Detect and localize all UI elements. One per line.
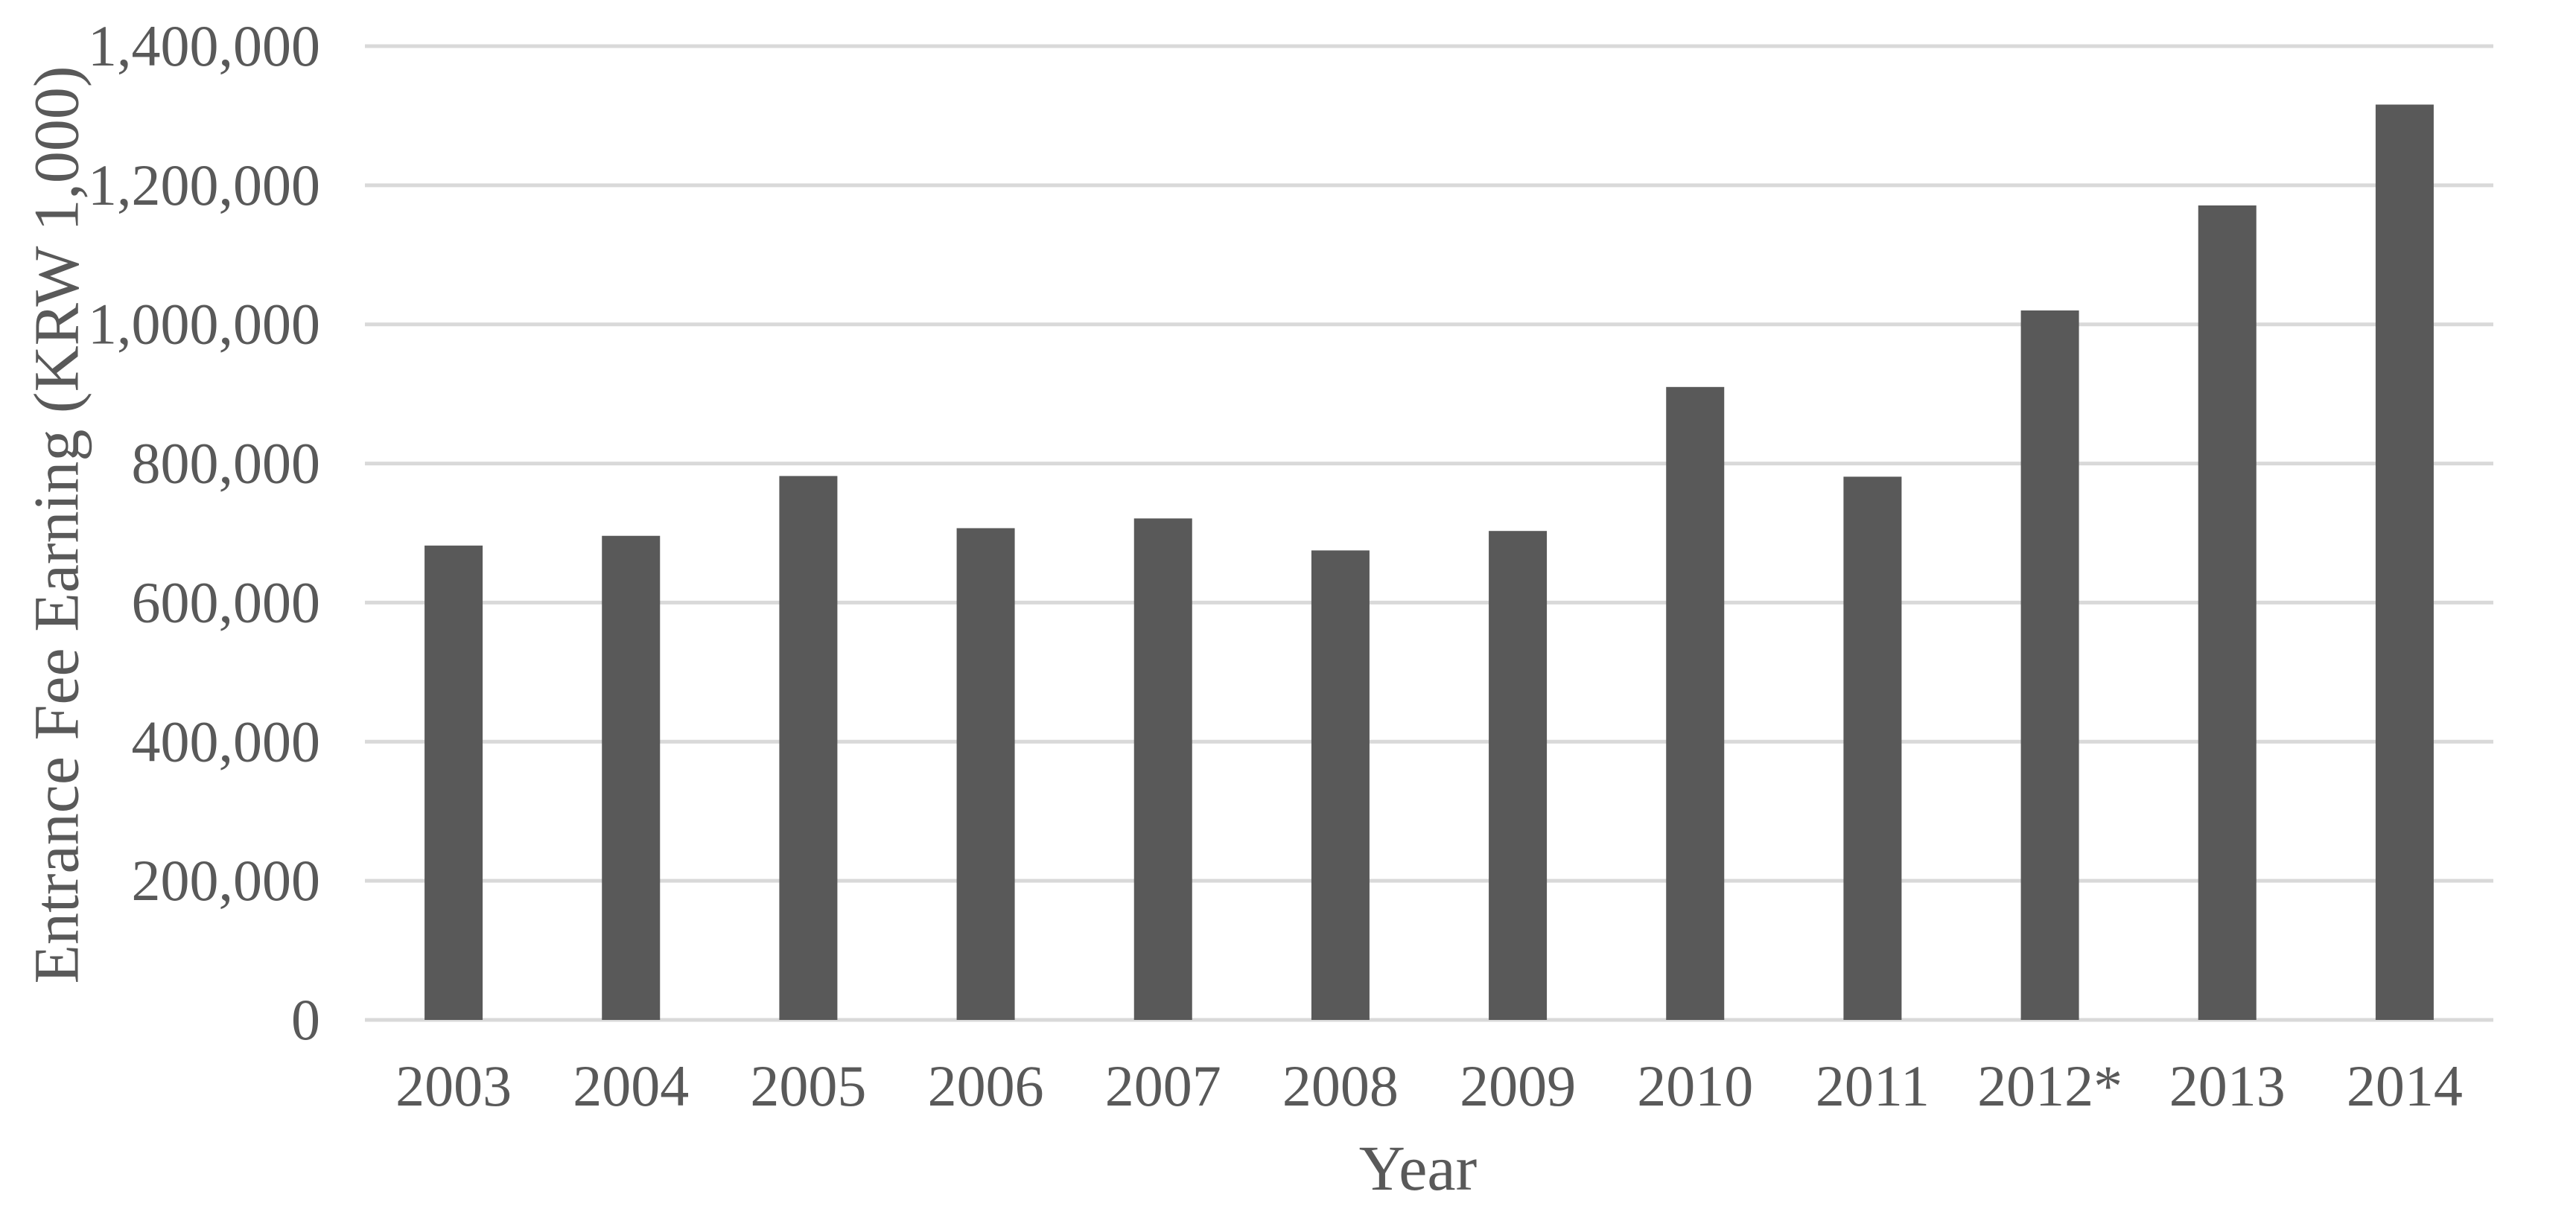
bar-2004 (602, 535, 661, 1020)
bar-2012-star (2020, 310, 2079, 1020)
y-axis-ticks: 0 200,000 400,000 600,000 800,000 1,000,000 1,… (88, 13, 320, 1052)
x-tick-label: 2010 (1637, 1053, 1753, 1118)
y-tick-label: 800,000 (132, 431, 321, 496)
y-tick-label: 1,000,000 (88, 292, 320, 357)
bars (424, 104, 2434, 1021)
x-tick-label: 2012* (1977, 1053, 2122, 1118)
x-tick-label: 2006 (928, 1053, 1044, 1118)
bar-2014 (2375, 104, 2434, 1021)
x-axis-ticks: 2003 2004 2005 2006 2007 2008 2009 2010 2011 2012… (395, 1053, 2463, 1118)
x-tick-label: 2004 (573, 1053, 689, 1118)
x-tick-label: 2007 (1105, 1053, 1221, 1118)
y-axis-title: Entrance Fee Earning (KRW 1,000) (21, 66, 92, 983)
bar-2011 (1843, 476, 1902, 1020)
y-tick-label: 1,400,000 (88, 13, 320, 78)
bar-2009 (1489, 531, 1548, 1020)
y-tick-label: 400,000 (132, 709, 321, 774)
x-axis-title: Year (1359, 1132, 1477, 1204)
bar-2005 (779, 476, 838, 1020)
x-tick-label: 2013 (2169, 1053, 2286, 1118)
bar-2007 (1133, 518, 1192, 1020)
bar-2008 (1311, 550, 1370, 1020)
bar-2006 (956, 528, 1015, 1020)
x-tick-label: 2009 (1460, 1053, 1576, 1118)
x-tick-label: 2005 (750, 1053, 866, 1118)
y-tick-label: 600,000 (132, 570, 321, 634)
x-tick-label: 2014 (2347, 1053, 2463, 1118)
x-tick-label: 2003 (395, 1053, 512, 1118)
bar-2010 (1666, 386, 1725, 1020)
x-tick-label: 2008 (1282, 1053, 1399, 1118)
y-tick-label: 1,200,000 (88, 153, 320, 217)
bar-2003 (424, 545, 483, 1020)
y-tick-label: 200,000 (132, 848, 321, 913)
bar-2013 (2198, 205, 2257, 1020)
y-tick-label: 0 (291, 987, 320, 1052)
gridlines (365, 44, 2493, 1022)
x-tick-label: 2011 (1816, 1053, 1930, 1118)
